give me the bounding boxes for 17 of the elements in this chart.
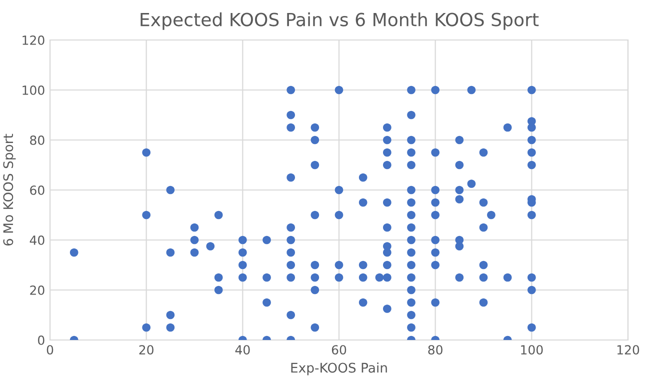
x-tick-label: 100 <box>521 345 543 355</box>
x-tick-label: 0 <box>46 345 54 355</box>
x-tick-label: 20 <box>139 345 154 355</box>
y-tick-label: 60 <box>30 185 44 195</box>
chart-title: Expected KOOS Pain vs 6 Month KOOS Sport <box>140 12 539 30</box>
x-tick-label: 120 <box>617 345 640 355</box>
y-tick-label: 40 <box>30 235 44 245</box>
x-axis-title: Exp-KOOS Pain <box>291 362 387 376</box>
x-tick-label: 80 <box>428 345 442 355</box>
y-tick-label: 0 <box>38 335 44 345</box>
y-axis-title: 6 Mo KOOS Sport <box>3 134 16 246</box>
y-tick-label: 80 <box>30 135 44 145</box>
y-tick-label: 120 <box>22 35 44 45</box>
x-tick-label: 40 <box>235 345 250 355</box>
y-tick-label: 100 <box>22 85 44 95</box>
x-tick-label: 60 <box>332 345 346 355</box>
y-tick-label: 20 <box>30 285 44 295</box>
